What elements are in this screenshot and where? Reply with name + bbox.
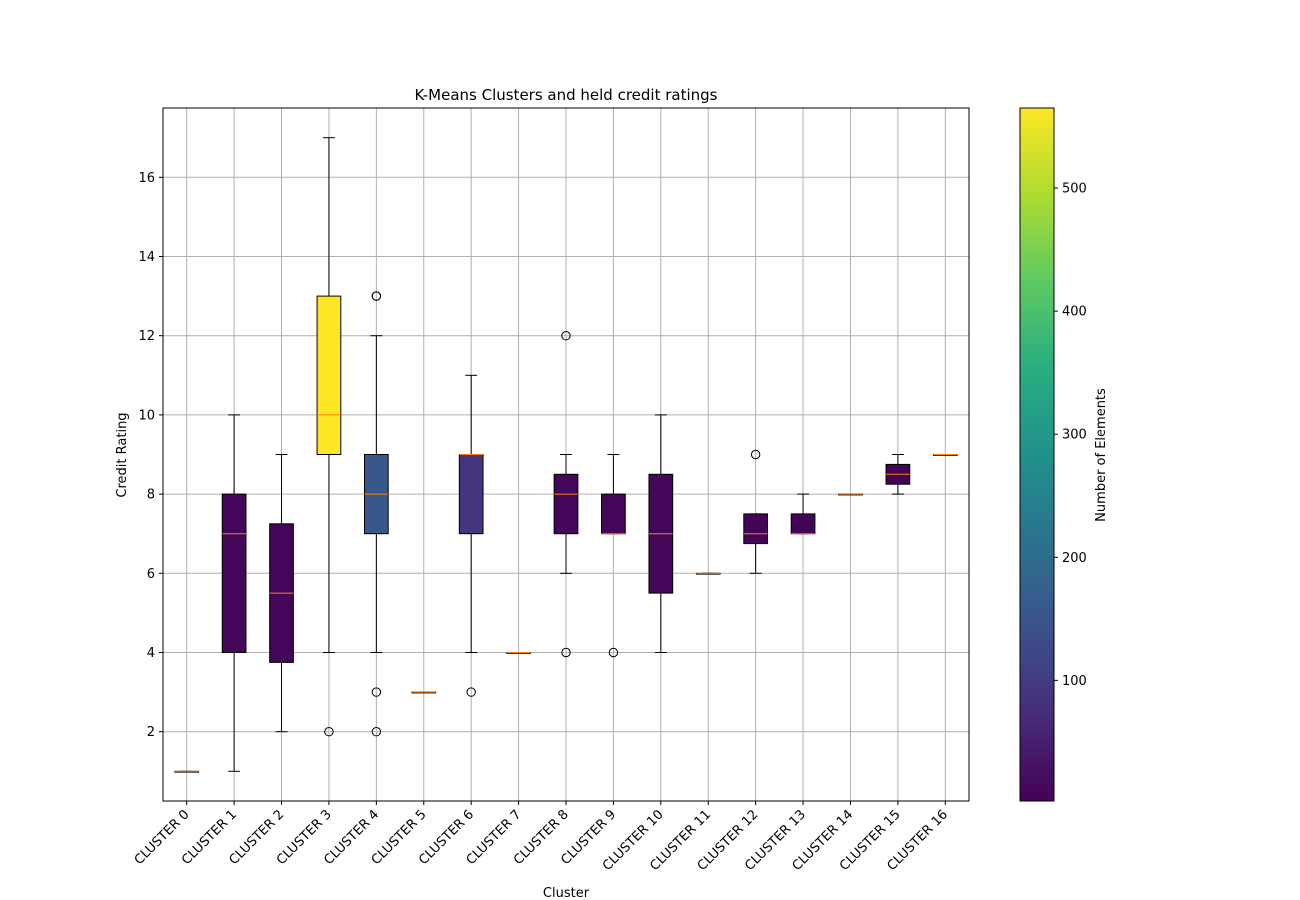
box-8 xyxy=(553,331,579,658)
outlier-point xyxy=(324,727,334,737)
box-14 xyxy=(838,493,863,496)
y-tick-label: 8 xyxy=(147,488,155,503)
box-4 xyxy=(364,291,389,737)
y-tick-label: 6 xyxy=(147,567,155,582)
chart-title: K-Means Clusters and held credit ratings xyxy=(414,86,717,104)
box-3 xyxy=(316,137,342,737)
box-body xyxy=(316,295,342,455)
y-axis: 2 4 6 8 10 12 14 16 xyxy=(138,171,163,740)
colorbar-gradient xyxy=(1019,107,1055,802)
box-9 xyxy=(601,454,626,658)
colorbar-label: Number of Elements xyxy=(1094,388,1109,522)
box-1 xyxy=(221,414,247,772)
box-body xyxy=(221,493,247,653)
box-11 xyxy=(695,572,721,575)
box-2 xyxy=(269,454,294,733)
y-tick-label: 14 xyxy=(138,250,155,265)
outlier-point xyxy=(561,647,571,658)
box-body xyxy=(743,513,769,545)
box-15 xyxy=(885,454,911,495)
box-5 xyxy=(411,691,437,694)
colorbar-tick-label: 200 xyxy=(1062,551,1087,566)
y-tick-label: 12 xyxy=(138,329,155,344)
outlier-point xyxy=(371,727,382,737)
outlier-point xyxy=(750,449,761,460)
box-16 xyxy=(932,454,958,456)
outlier-point xyxy=(608,647,619,658)
colorbar: 100 200 300 400 500 xyxy=(1019,107,1087,802)
y-tick-label: 4 xyxy=(147,646,155,661)
outlier-point xyxy=(561,331,571,341)
outlier-point xyxy=(371,291,382,301)
y-tick-label: 10 xyxy=(138,408,155,423)
y-tick-label: 2 xyxy=(147,725,155,740)
x-axis-label: Cluster xyxy=(543,886,590,900)
box-13 xyxy=(790,493,816,535)
colorbar-tick-label: 300 xyxy=(1062,428,1087,443)
outlier-point xyxy=(371,687,382,697)
box-body xyxy=(458,454,484,535)
colorbar-tick-label: 100 xyxy=(1062,674,1087,689)
colorbar-tick-label: 400 xyxy=(1062,305,1087,320)
outlier-point xyxy=(466,687,476,697)
y-tick-label: 16 xyxy=(138,171,155,186)
box-body xyxy=(553,473,579,535)
box-6 xyxy=(458,374,484,697)
box-layer xyxy=(174,137,958,773)
box-10 xyxy=(648,414,674,653)
box-body xyxy=(790,513,816,535)
box-7 xyxy=(506,652,531,654)
colorbar-tick-label: 500 xyxy=(1062,182,1087,197)
y-axis-label: Credit Rating xyxy=(115,412,130,497)
box-12 xyxy=(743,449,769,574)
box-body xyxy=(601,493,626,535)
box-0 xyxy=(174,770,200,773)
